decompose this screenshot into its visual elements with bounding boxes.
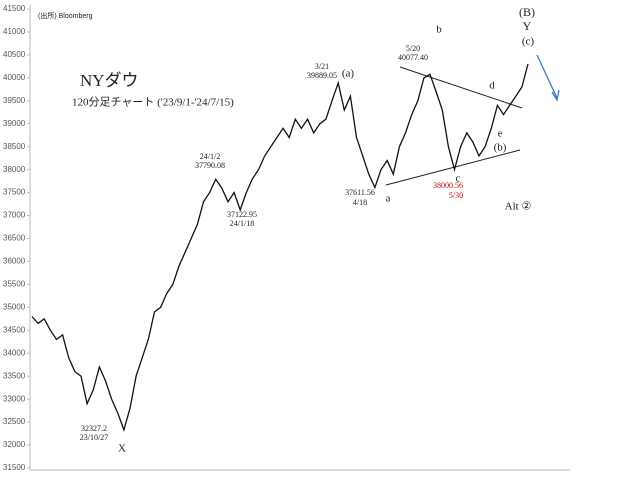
y-tick-label: 41500 (3, 4, 26, 13)
annotation: 37122.95 (227, 210, 257, 219)
y-tick-label: 39000 (3, 119, 26, 128)
annotation: 37611.56 (345, 188, 375, 197)
y-tick-label: 37500 (3, 188, 26, 197)
annotation: (c) (522, 36, 535, 48)
y-tick-label: 35000 (3, 302, 26, 311)
y-tick-label: 40500 (3, 50, 26, 59)
y-tick-label: 34000 (3, 348, 26, 357)
annotation: e (498, 128, 503, 139)
annotation: 24/1/2 (200, 152, 220, 161)
trend-line (399, 66, 523, 109)
annotation: X (118, 443, 126, 455)
annotation: 32327.2 (81, 424, 107, 433)
chart-title: NYダウ (80, 71, 139, 90)
chart-subtitle: 120分足チャート ('23/9/1-'24/7/15) (72, 96, 234, 109)
trend-line (385, 149, 521, 186)
y-tick-label: 41000 (3, 27, 26, 36)
y-tick-label: 40000 (3, 73, 26, 82)
annotation: 40077.40 (398, 53, 428, 62)
annotation: 38000.56 (433, 181, 463, 190)
annotation: Alt ② (505, 201, 532, 213)
source: (出所) Bloomberg (38, 11, 93, 20)
annotation: 5/30 (449, 191, 463, 200)
y-tick-label: 39500 (3, 96, 26, 105)
y-tick-label: 32500 (3, 417, 26, 426)
price-line (31, 63, 529, 433)
y-tick-label: 36500 (3, 234, 26, 243)
forecast-arrow-head (551, 89, 560, 102)
y-tick-label: 38500 (3, 142, 26, 151)
annotation: c (456, 173, 461, 185)
annotation: 5/20 (406, 44, 420, 53)
annotation: d (489, 80, 495, 92)
annotation: (b) (494, 142, 507, 154)
annotation: 3/21 (315, 62, 329, 71)
forecast-arrow (536, 54, 558, 99)
y-tick-label: 36000 (3, 257, 26, 266)
y-tick-label: 33000 (3, 394, 26, 403)
annotation: (a) (342, 68, 355, 80)
y-tick-label: 32000 (3, 440, 26, 449)
annotation: a (386, 193, 391, 205)
y-tick-label: 34500 (3, 325, 26, 334)
annotation: (B) (519, 5, 535, 19)
annotation: 24/1/18 (230, 219, 254, 228)
annotation: 4/18 (353, 198, 367, 207)
y-tick-label: 37000 (3, 211, 26, 220)
annotation: 23/10/27 (80, 433, 108, 442)
y-tick-label: 33500 (3, 371, 26, 380)
y-tick-label: 38000 (3, 165, 26, 174)
y-tick-label: 35500 (3, 280, 26, 289)
annotation: Y (523, 19, 532, 33)
y-tick-label: 31500 (3, 463, 26, 472)
annotation: b (436, 24, 442, 36)
annotation: 39889.05 (307, 71, 337, 80)
annotation: 37790.08 (195, 161, 225, 170)
